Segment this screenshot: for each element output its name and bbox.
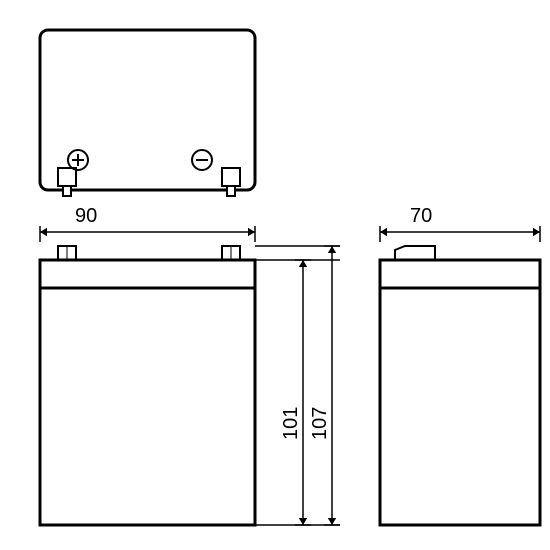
- dimension-label: 90: [75, 205, 97, 227]
- top-terminal-blade: [63, 186, 71, 196]
- top-terminal-blade: [227, 186, 235, 196]
- battery-dimension-diagram: 90 70 101 107: [0, 0, 550, 550]
- dimension-label: 70: [410, 205, 432, 227]
- dimension-label: 101: [280, 407, 302, 440]
- front-view-body: [40, 288, 255, 525]
- top-terminal-base: [222, 168, 240, 186]
- dimension-label: 107: [309, 407, 331, 440]
- side-view-body: [380, 288, 540, 525]
- top-terminal-base: [58, 168, 76, 186]
- top-view-outline: [40, 30, 255, 190]
- side-terminal: [395, 246, 435, 260]
- side-view-lid: [380, 260, 540, 288]
- front-view-lid: [40, 260, 255, 288]
